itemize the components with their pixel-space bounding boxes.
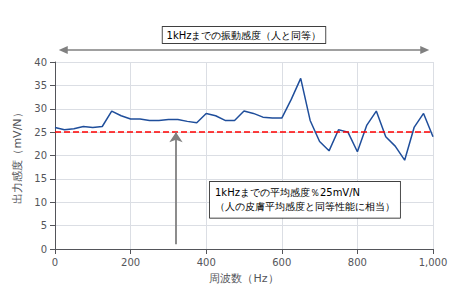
svg-text:0: 0 — [52, 257, 58, 268]
svg-text:800: 800 — [348, 257, 367, 268]
svg-text:周波数（Hz）: 周波数（Hz） — [209, 272, 278, 285]
svg-text:0: 0 — [41, 244, 47, 255]
svg-text:20: 20 — [34, 150, 47, 161]
svg-text:15: 15 — [34, 173, 47, 184]
svg-text:（人の皮膚平均感度と同等性能に相当）: （人の皮膚平均感度と同等性能に相当） — [215, 201, 395, 212]
svg-text:400: 400 — [197, 257, 216, 268]
svg-text:10: 10 — [34, 197, 47, 208]
svg-text:1,000: 1,000 — [419, 257, 448, 268]
svg-text:1kHzまでの平均感度％25mV/N: 1kHzまでの平均感度％25mV/N — [215, 187, 360, 198]
svg-text:40: 40 — [34, 57, 47, 68]
svg-text:35: 35 — [34, 80, 47, 91]
svg-text:30: 30 — [34, 103, 47, 114]
svg-text:5: 5 — [41, 220, 47, 231]
svg-text:25: 25 — [34, 127, 47, 138]
svg-text:1kHzまでの振動感度（人と同等）: 1kHzまでの振動感度（人と同等） — [167, 30, 322, 41]
svg-text:出力感度（mV/N）: 出力感度（mV/N） — [11, 107, 24, 203]
svg-text:600: 600 — [272, 257, 291, 268]
svg-text:200: 200 — [121, 257, 140, 268]
